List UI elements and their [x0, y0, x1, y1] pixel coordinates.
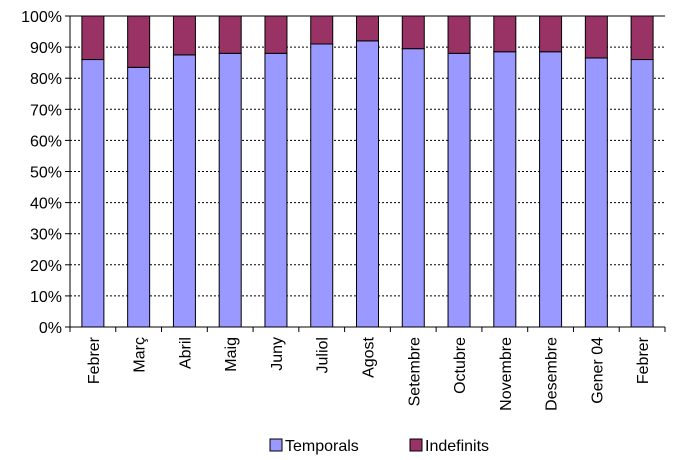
y-tick-label: 0%: [39, 320, 62, 337]
x-category-label: Juliol: [315, 337, 332, 373]
legend-label-indefinits: Indefinits: [425, 438, 489, 455]
bar-indefinits-4: [264, 15, 288, 54]
bar-indefinits-7: [401, 15, 425, 50]
bar-temporals-10: [539, 51, 563, 328]
legend-swatch-temporals: [269, 438, 283, 452]
bar-indefinits-12: [630, 15, 654, 61]
x-category-label: Novembre: [498, 337, 515, 411]
bar-temporals-0: [81, 59, 105, 328]
bar-indefinits-5: [310, 15, 334, 45]
y-tick-label: 60%: [30, 133, 62, 150]
legend: Temporals Indefinits: [269, 438, 489, 455]
bar-temporals-8: [447, 52, 471, 328]
y-tick-label: 90%: [30, 40, 62, 57]
x-category-label: Gener 04: [589, 337, 606, 404]
bar-temporals-4: [264, 52, 288, 328]
bars: [81, 15, 654, 328]
bar-indefinits-8: [447, 15, 471, 54]
x-category-label: Febrer: [635, 336, 652, 384]
legend-swatch-indefinits: [409, 438, 423, 452]
x-category-label: Març: [132, 337, 149, 373]
bar-indefinits-0: [81, 15, 105, 61]
x-category-label: Abril: [177, 337, 194, 369]
x-category-label: Octubre: [452, 337, 469, 394]
bar-temporals-1: [127, 66, 151, 328]
bar-temporals-5: [310, 43, 334, 328]
plot-area: 0% 10% 20% 30% 40% 50% 60% 70% 80% 90% 100% Febrer…: [21, 9, 666, 411]
bar-indefinits-6: [356, 15, 379, 42]
bar-temporals-3: [218, 52, 242, 328]
x-category-label: Setembre: [406, 337, 423, 406]
bar-temporals-7: [401, 48, 425, 328]
bar-indefinits-2: [172, 15, 196, 56]
y-tick-label: 70%: [30, 102, 62, 119]
bar-indefinits-9: [493, 15, 517, 53]
y-tick-label: 100%: [21, 9, 62, 26]
x-category-label: Juny: [269, 337, 286, 371]
legend-label-temporals: Temporals: [285, 438, 359, 455]
bar-temporals-12: [630, 59, 654, 328]
axes: [65, 15, 666, 332]
y-tick-label: 80%: [30, 71, 62, 88]
bar-indefinits-1: [127, 15, 151, 68]
x-category-label: Desembre: [544, 337, 561, 411]
y-tick-label: 50%: [30, 165, 62, 182]
bar-temporals-6: [356, 40, 379, 328]
bar-temporals-2: [172, 54, 196, 328]
x-category-label: Febrer: [86, 336, 103, 384]
bar-indefinits-10: [539, 15, 563, 53]
bar-temporals-9: [493, 51, 517, 328]
y-tick-label: 10%: [30, 289, 62, 306]
y-tick-label: 20%: [30, 258, 62, 275]
y-tick-label: 30%: [30, 227, 62, 244]
x-category-label: Agost: [361, 336, 378, 377]
bar-indefinits-3: [218, 15, 242, 54]
x-category-labels: Febrer Març Abril Maig Juny Juliol Agost Setemb…: [86, 336, 652, 410]
x-category-label: Maig: [223, 337, 240, 372]
bar-temporals-11: [584, 57, 608, 328]
y-tick-labels: 0% 10% 20% 30% 40% 50% 60% 70% 80% 90% 100%: [21, 9, 62, 337]
y-tick-label: 40%: [30, 196, 62, 213]
bar-indefinits-11: [584, 15, 608, 59]
